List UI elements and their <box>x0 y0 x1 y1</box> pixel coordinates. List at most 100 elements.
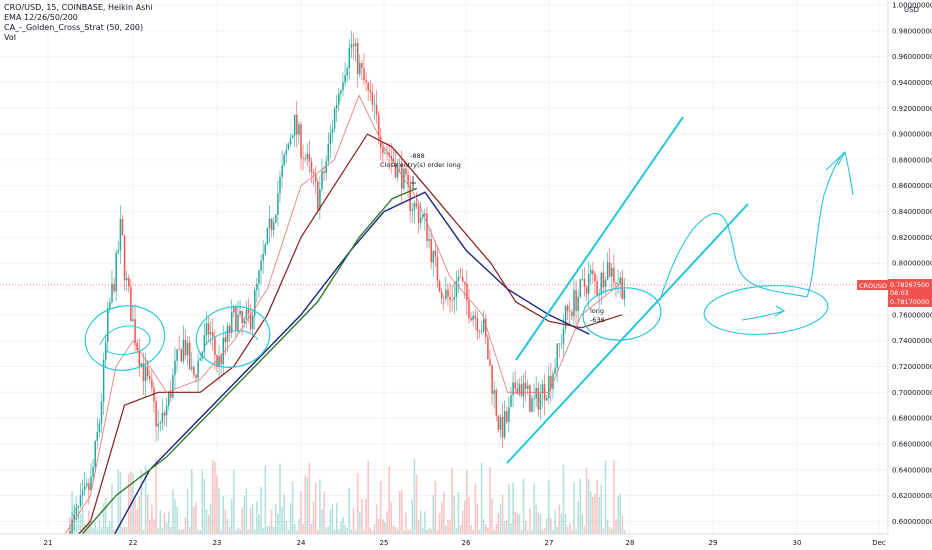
volume-bar <box>155 458 157 534</box>
target-circle[interactable] <box>702 282 829 339</box>
volume-bar <box>291 481 294 534</box>
volume-bar <box>226 518 229 534</box>
candle-body <box>531 398 533 413</box>
candle-body <box>344 75 346 83</box>
volume-bar <box>142 529 145 534</box>
candle-body <box>413 202 416 210</box>
candle-body <box>317 181 319 210</box>
candle-body <box>92 466 94 477</box>
candle-body <box>491 365 493 394</box>
candle-body <box>577 296 579 311</box>
volume-bar <box>516 513 519 534</box>
circle-annotation-3[interactable] <box>580 284 663 344</box>
volume-bar <box>96 528 99 534</box>
volume-bar <box>611 528 613 534</box>
volume-bar <box>392 525 395 534</box>
volume-bar <box>92 528 94 534</box>
candle-body <box>86 483 88 486</box>
volume-bar <box>293 524 296 534</box>
volume-bar <box>308 462 311 534</box>
time-tick-label: 27 <box>545 539 554 547</box>
volume-bar <box>83 523 86 534</box>
volume-bar <box>262 528 264 534</box>
volume-bar <box>329 509 332 534</box>
volume-bar <box>474 483 477 534</box>
candle-body <box>272 221 275 231</box>
candle-body <box>447 289 449 297</box>
volume-bar <box>493 529 495 534</box>
candle-body <box>342 82 344 91</box>
volume-bar <box>485 524 487 534</box>
ema-26-line[interactable] <box>48 133 623 550</box>
volume-bar <box>199 529 201 534</box>
candle-body <box>184 339 187 356</box>
candle-body <box>487 337 489 360</box>
candle-body <box>520 384 523 397</box>
ema-200-line[interactable] <box>106 191 590 548</box>
ema-12-line[interactable] <box>48 94 623 550</box>
volume-bar <box>461 510 464 534</box>
volume-bar <box>606 519 609 534</box>
candle-body <box>449 296 451 301</box>
volume-bar <box>396 529 399 534</box>
volume-bar <box>619 493 621 534</box>
volume-bar <box>331 503 334 534</box>
candle-body <box>510 395 512 407</box>
symbol-line[interactable]: CRO/USD, 15, COINBASE, Heikin Ashi <box>4 3 153 12</box>
candle-body <box>188 342 191 370</box>
price-axis[interactable]: 1.00000000 0.98000000 0.96000000 0.94000000… <box>887 0 932 534</box>
candle-body <box>443 298 445 300</box>
candle-body <box>155 401 157 427</box>
candle-body <box>191 367 193 370</box>
candle-body <box>506 411 508 422</box>
channel-lower-line[interactable] <box>506 203 749 464</box>
long-entry-value: -636 <box>590 316 605 324</box>
candle-body <box>369 90 372 93</box>
volume-bar <box>529 508 531 534</box>
candle-body <box>571 311 573 317</box>
price-tick-label: 0.92000000 <box>892 105 932 113</box>
candle-body <box>569 310 571 312</box>
candle-body <box>270 218 273 231</box>
volume-indicator-line[interactable]: Vol <box>4 33 16 42</box>
strategy-indicator-line[interactable]: CA_-_Golden_Cross_Strat (50, 200) <box>4 23 144 32</box>
candle-body <box>258 270 260 284</box>
candle-body <box>453 296 456 301</box>
ema-indicator-line[interactable]: EMA 12/26/50/200 <box>4 13 78 22</box>
volume-bar <box>94 523 96 534</box>
volume-bar <box>268 525 271 534</box>
volume-bar <box>205 508 208 534</box>
price-tick-label: 0.66000000 <box>892 440 932 448</box>
volume-bar <box>300 491 302 534</box>
candle-body <box>268 218 271 228</box>
volume-bar <box>153 519 155 534</box>
time-axis[interactable]: 21 22 23 24 25 26 27 28 29 30 Dec <box>0 533 932 550</box>
circle-annotation-1[interactable] <box>80 300 170 377</box>
volume-bar <box>497 513 500 534</box>
candle-body <box>615 282 617 285</box>
candle-body <box>338 93 340 105</box>
circle-annotation-2[interactable] <box>191 300 276 374</box>
ema-50-line[interactable] <box>48 187 418 550</box>
volume-bar <box>466 470 468 534</box>
candle-body <box>291 135 294 139</box>
channel-upper-line[interactable] <box>515 116 684 361</box>
candle-body <box>266 227 269 245</box>
candle-body <box>535 387 537 399</box>
candle-body <box>182 339 185 362</box>
volume-bar <box>172 489 174 534</box>
volume-bar <box>359 511 361 534</box>
candle-body <box>109 302 111 308</box>
candle-body <box>548 375 550 399</box>
candle-body <box>455 280 458 297</box>
candle-body <box>138 350 141 367</box>
volume-bar <box>197 529 199 534</box>
candle-body <box>365 80 367 83</box>
candle-body <box>228 325 231 334</box>
price-tick-label: 0.82000000 <box>892 234 932 242</box>
volume-bar <box>188 527 191 534</box>
volume-bar <box>443 491 445 534</box>
volume-bar <box>302 524 304 534</box>
volume-bar <box>398 491 401 534</box>
